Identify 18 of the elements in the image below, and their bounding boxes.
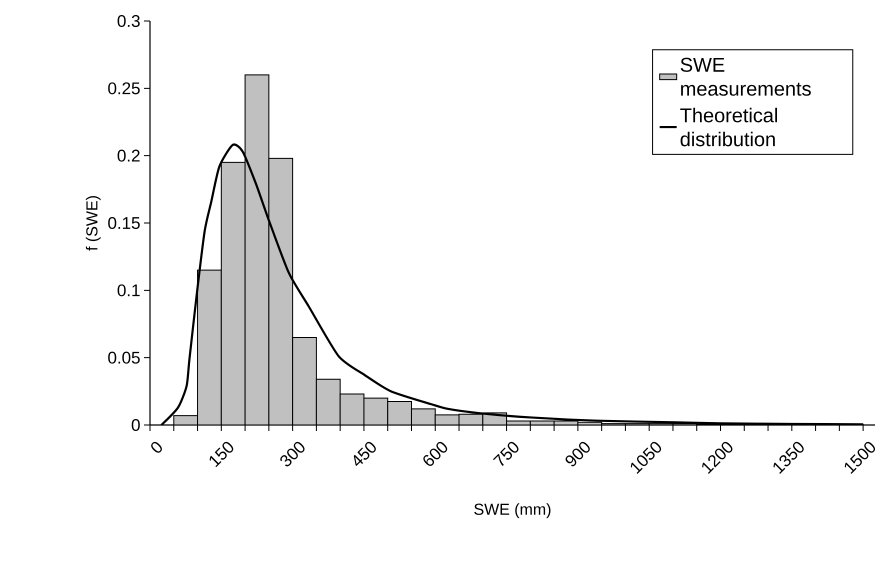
x-tick-label: 150 [210, 442, 234, 468]
legend-label: SWE measurements [680, 58, 811, 96]
y-tick-label: 0.25 [108, 82, 140, 94]
x-tick-label: 0 [151, 442, 162, 453]
legend-label: Theoretical distribution [680, 108, 777, 146]
y-tick-label: 0.2 [118, 150, 140, 162]
y-tick-label: 0 [132, 419, 140, 432]
x-tick-label: 450 [354, 442, 376, 466]
y-axis-title: f (SWE) [86, 196, 101, 251]
x-axis-title: SWE (mm) [474, 503, 550, 518]
y-tick-label: 0.15 [108, 217, 140, 230]
y-tick-label: 0.3 [118, 15, 140, 28]
x-tick-label: 900 [566, 442, 590, 466]
x-tick-label: 750 [492, 442, 518, 466]
x-tick-label: 300 [280, 442, 305, 466]
y-tick-label: 0.1 [118, 284, 140, 296]
y-tick-label: 0.05 [108, 352, 140, 364]
x-tick-label: 600 [423, 442, 448, 466]
